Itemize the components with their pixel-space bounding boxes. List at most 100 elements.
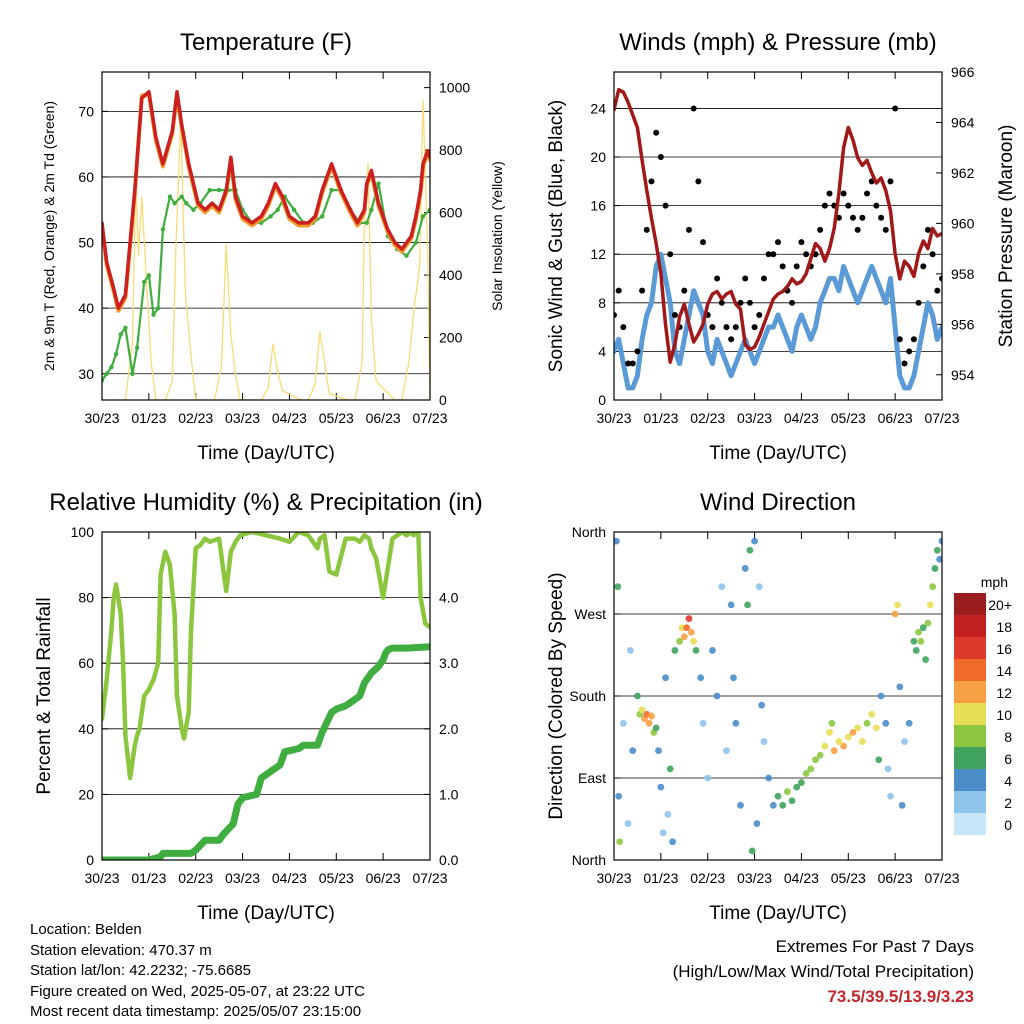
dewpoint-line-point xyxy=(172,201,177,206)
direction-point xyxy=(671,647,679,654)
gust-point xyxy=(648,178,655,185)
figure-created: Figure created on Wed, 2025-05-07, at 23… xyxy=(30,982,365,1000)
direction-xtick-label: 04/23 xyxy=(784,870,819,886)
direction-point xyxy=(718,583,726,591)
humidity-ytick-label: 60 xyxy=(78,655,94,671)
direction-point xyxy=(690,637,698,645)
gust-point xyxy=(779,263,786,270)
dewpoint-line-point xyxy=(156,305,161,311)
direction-point xyxy=(919,624,927,632)
temp-2m-line xyxy=(102,89,430,310)
direction-plot-area xyxy=(614,537,942,855)
direction-point xyxy=(652,724,660,732)
colorbar-label: 12 xyxy=(996,685,1012,701)
station-latlon: Station lat/lon: 42.2232; -75.6685 xyxy=(30,962,252,979)
sonic-wind-line xyxy=(614,251,942,391)
gust-point xyxy=(915,299,922,306)
dewpoint-line-point xyxy=(376,181,381,186)
humidity-ytick-label: 0 xyxy=(86,852,94,868)
humidity-ytick-label: 20 xyxy=(78,786,94,802)
gust-point xyxy=(657,154,664,161)
direction-point xyxy=(614,583,622,591)
colorbar-swatch xyxy=(954,769,986,791)
gust-point xyxy=(845,202,852,209)
rainfall-line xyxy=(102,643,430,860)
direction-point xyxy=(830,747,838,755)
colorbar-swatch xyxy=(954,747,986,769)
gust-point xyxy=(681,287,688,294)
gust-point xyxy=(667,251,674,258)
direction-point xyxy=(634,692,641,700)
direction-point xyxy=(924,619,932,627)
gust-point xyxy=(620,324,627,331)
direction-point xyxy=(655,747,662,755)
gust-point xyxy=(929,251,936,258)
gust-point xyxy=(887,178,894,185)
direction-point xyxy=(629,747,637,755)
direction-point xyxy=(664,811,672,818)
direction-point xyxy=(812,756,819,764)
winds-xtick-label: 01/23 xyxy=(643,410,678,426)
temperature-xtick-label: 30/23 xyxy=(84,410,119,426)
temperature-xtick-label: 01/23 xyxy=(131,410,166,426)
direction-point xyxy=(648,712,655,720)
winds-xlabel: Time (Day/UTC) xyxy=(709,443,847,464)
direction-point xyxy=(938,537,942,545)
gust-point xyxy=(873,202,880,209)
temperature-frame xyxy=(101,71,431,401)
direction-point xyxy=(821,742,829,750)
colorbar-label: 2 xyxy=(1004,795,1012,811)
direction-point xyxy=(936,555,942,563)
temperature-xtick-label: 02/23 xyxy=(178,410,213,426)
direction-point xyxy=(657,783,665,791)
extremes-values: 73.5/39.5/13.9/3.23 xyxy=(827,987,974,1006)
direction-xtick-label: 02/23 xyxy=(690,870,725,886)
dewpoint-line-point xyxy=(413,240,419,245)
direction-frame xyxy=(613,531,943,861)
colorbar-swatch xyxy=(954,813,986,835)
gust-point xyxy=(826,190,833,197)
dewpoint-line-point xyxy=(151,312,156,317)
gust-point xyxy=(629,360,636,367)
station-elevation: Station elevation: 470.37 m xyxy=(30,941,212,959)
humidity-line xyxy=(102,532,430,781)
humidity-ytick-right-label: 1.0 xyxy=(439,786,459,802)
winds-ytick-label: 20 xyxy=(590,149,606,165)
direction-point xyxy=(744,601,751,609)
gust-point xyxy=(756,311,763,318)
direction-point xyxy=(669,838,676,846)
winds-ylabel: Sonic Wind & Gust (Blue, Black) xyxy=(546,100,567,372)
direction-point xyxy=(765,774,773,782)
gust-point xyxy=(882,226,889,233)
direction-point xyxy=(741,565,749,572)
gust-point xyxy=(615,287,622,294)
dewpoint-line-point xyxy=(364,220,369,226)
gust-point xyxy=(817,226,824,233)
humidity-xtick-label: 30/23 xyxy=(84,870,119,886)
winds-ytick-right-label: 964 xyxy=(951,114,975,130)
gust-point xyxy=(742,275,749,282)
extremes-panel: Extremes For Past 7 Days (High/Low/Max W… xyxy=(673,934,974,1009)
gust-point xyxy=(614,311,617,318)
direction-point xyxy=(802,770,810,777)
gust-point xyxy=(789,299,796,306)
colorbar-label: 10 xyxy=(996,707,1012,723)
direction-point xyxy=(704,774,712,782)
direction-point xyxy=(619,719,627,727)
humidity-ytick-right-label: 0.0 xyxy=(439,852,459,868)
dewpoint-line-point xyxy=(104,371,109,376)
gust-point xyxy=(878,214,885,221)
direction-point xyxy=(779,801,787,809)
humidity-xtick-label: 01/23 xyxy=(131,870,166,886)
temperature-title: Temperature (F) xyxy=(180,29,352,56)
direction-point xyxy=(933,546,941,554)
colorbar-label: 6 xyxy=(1004,751,1012,767)
temperature-xtick-label: 05/23 xyxy=(319,410,354,426)
temperature-ytick-right-label: 0 xyxy=(439,392,447,408)
extremes-subtitle: (High/Low/Max Wind/Total Precipitation) xyxy=(672,962,974,981)
direction-point xyxy=(748,847,756,855)
dewpoint-line-point xyxy=(420,214,426,219)
direction-xtick-label: 06/23 xyxy=(878,870,913,886)
gust-point xyxy=(906,348,913,355)
direction-ytick-label: North xyxy=(572,852,606,868)
